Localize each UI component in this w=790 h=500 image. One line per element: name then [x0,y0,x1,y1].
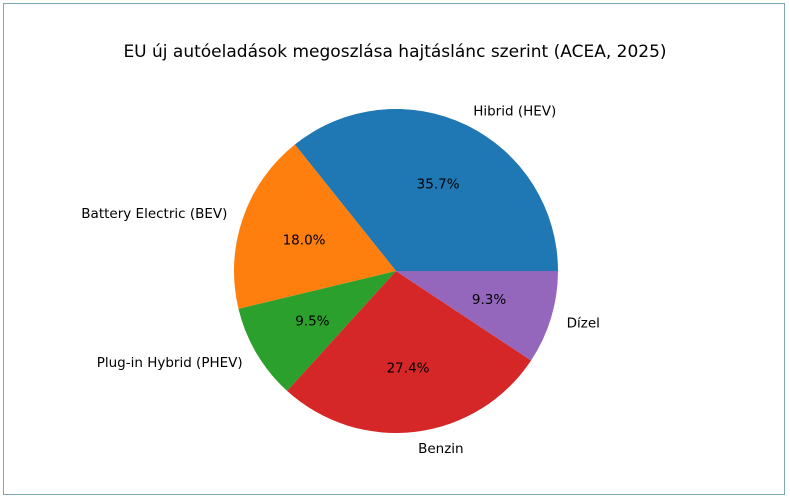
pie-slice-battery-electric-bev [234,144,396,309]
pie-slice-benzin [287,271,532,433]
slice-label-hibrid-hev: Hibrid (HEV) [473,103,556,119]
pct-label-dizel: 9.3% [472,292,506,308]
slice-label-benzin: Benzin [418,441,464,457]
pie-slice-hibrid-hev [294,108,558,272]
pie-slice-dizel [396,271,558,361]
pct-label-benzin: 27.4% [387,360,430,376]
pie-labels: 35.7% Hibrid (HEV) 18.0% Battery Electric (… [81,103,600,456]
pct-label-battery-electric-bev: 18.0% [283,232,326,248]
pie-slices [234,108,558,433]
slice-label-battery-electric-bev: Battery Electric (BEV) [81,206,227,222]
slice-label-plug-in-hybrid-phev: Plug-in Hybrid (PHEV) [97,355,243,371]
pct-label-plug-in-hybrid-phev: 9.5% [295,314,329,330]
pct-label-hibrid-hev: 35.7% [417,176,460,192]
slice-label-dizel: Dízel [567,315,600,331]
chart-title: EU új autóeladások megoszlása hajtáslánc… [123,42,666,62]
pie-slice-plug-in-hybrid-phev [238,271,396,391]
